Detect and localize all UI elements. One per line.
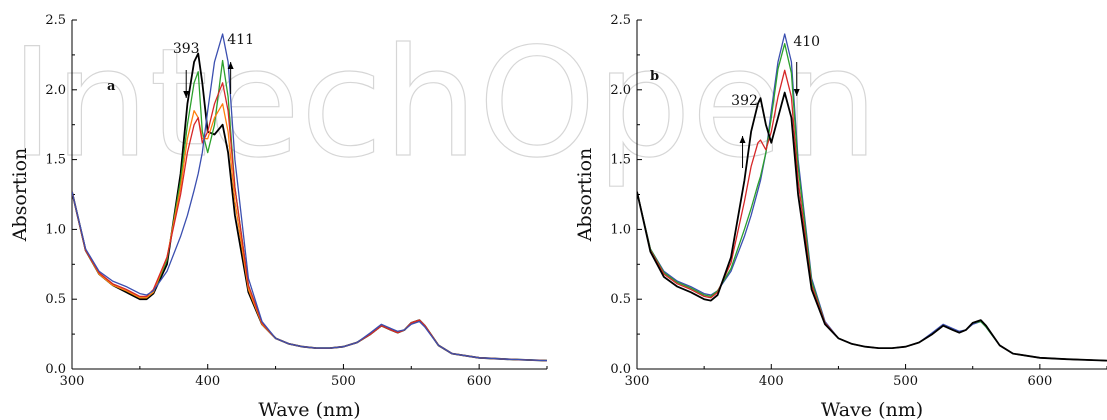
- chart-panel-b: 0.0 0.5 1.0 1.5 2.0 2.5 300 400 500 600 Wave (nm) A…: [574, 13, 1107, 420]
- y-tick-label: 2.5: [610, 13, 631, 28]
- y-tick-label: 0.0: [610, 362, 631, 377]
- chart-panel-a: 0.0 0.5 1.0 1.5 2.0 2.5 300 400 500 600 Wave (nm) A…: [9, 13, 548, 420]
- intechopen-watermark: IntechOpen: [10, 17, 879, 191]
- y-tick-label: 2.0: [45, 83, 66, 98]
- peak-annotation-410: 410: [793, 34, 820, 50]
- y-tick-label: 2.0: [610, 83, 631, 98]
- y-tick-label: 2.5: [45, 13, 66, 28]
- x-axis-title: Wave (nm): [821, 399, 923, 420]
- panel-label: b: [650, 69, 659, 84]
- y-axis-title: Absortion: [9, 148, 31, 243]
- x-tick-label: 300: [625, 374, 650, 389]
- series-line-4: [72, 33, 547, 362]
- x-tick-label: 400: [195, 374, 220, 389]
- x-tick-label: 500: [893, 374, 918, 389]
- y-axis-title: Absortion: [574, 148, 596, 243]
- peak-annotation-411: 411: [227, 32, 254, 48]
- y-tick-label: 1.0: [610, 222, 631, 237]
- x-tick-label: 600: [1027, 374, 1052, 389]
- arrow-head-icon: [227, 62, 234, 69]
- y-tick-label: 1.5: [610, 153, 631, 168]
- series-line-3: [637, 91, 1107, 362]
- panel-label: a: [107, 79, 116, 94]
- x-tick-label: 300: [60, 374, 85, 389]
- x-tick-label: 400: [759, 374, 784, 389]
- arrow-head-icon: [183, 91, 190, 98]
- y-tick-label: 0.5: [610, 292, 631, 307]
- arrow-head-icon: [793, 89, 800, 96]
- peak-annotation-393: 393: [173, 41, 200, 57]
- x-axis-title: Wave (nm): [258, 399, 360, 420]
- x-tick-label: 600: [467, 374, 492, 389]
- peak-annotation-392: 392: [731, 93, 758, 109]
- y-tick-label: 0.0: [45, 362, 66, 377]
- x-tick-label: 500: [331, 374, 356, 389]
- y-tick-label: 1.0: [45, 222, 66, 237]
- arrow-head-icon: [739, 136, 746, 143]
- y-tick-label: 1.5: [45, 153, 66, 168]
- y-tick-label: 0.5: [45, 292, 66, 307]
